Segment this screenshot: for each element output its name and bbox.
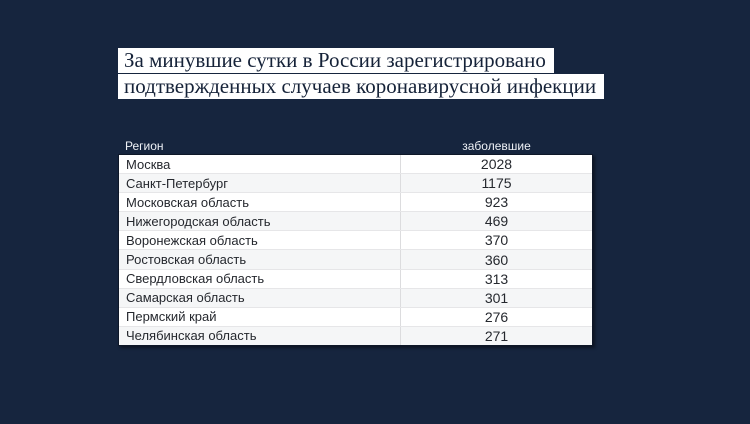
headline-line-2: подтвержденных случаев коронавирусной ин… [118,74,605,99]
table-header: Регион заболевшие [118,138,593,154]
table-row: Московская область 923 [119,192,592,212]
table-row: Пермский край 276 [119,306,592,326]
region-cell: Нижегородская область [119,212,401,231]
cases-count-cell: 301 [484,289,509,306]
column-header-cases: заболевшие [462,139,531,153]
table-row: Самарская область 301 [119,287,592,307]
column-header-region: Регион [125,139,164,153]
region-cell: Пермский край [119,307,401,326]
cases-count-cell: 313 [484,270,509,287]
cases-table: Москва 2028 Санкт-Петербург 1175 Московская … [118,154,593,346]
region-cell: Самарская область [119,288,401,307]
region-cell: Московская область [119,193,401,212]
region-cell: Воронежская область [119,231,401,250]
table-row: Воронежская область 370 [119,230,592,250]
cases-count-cell: 923 [484,194,509,211]
table-row: Свердловская область 313 [119,268,592,288]
cases-count-cell: 1175 [481,175,512,192]
region-cell: Свердловская область [119,269,401,288]
cases-count-cell: 2028 [480,156,513,173]
cases-count-cell: 370 [484,232,509,249]
region-cell: Челябинская область [119,326,401,345]
table-row: Нижегородская область 469 [119,211,592,231]
headline: За минувшие сутки в России зарегистриров… [118,48,605,100]
cases-count-cell: 271 [484,327,509,344]
table-row: Санкт-Петербург 1175 [119,173,592,193]
headline-line-1: За минувшие сутки в России зарегистриров… [118,48,554,73]
region-cell: Москва [119,155,401,174]
region-cell: Санкт-Петербург [119,174,401,193]
region-cell: Ростовская область [119,250,401,269]
cases-count-cell: 360 [484,251,509,268]
cases-count-cell: 469 [484,213,509,230]
cases-count-cell: 276 [484,308,509,325]
table-row: Челябинская область 271 [119,325,592,345]
table-row: Москва 2028 [119,155,592,174]
table-row: Ростовская область 360 [119,249,592,269]
